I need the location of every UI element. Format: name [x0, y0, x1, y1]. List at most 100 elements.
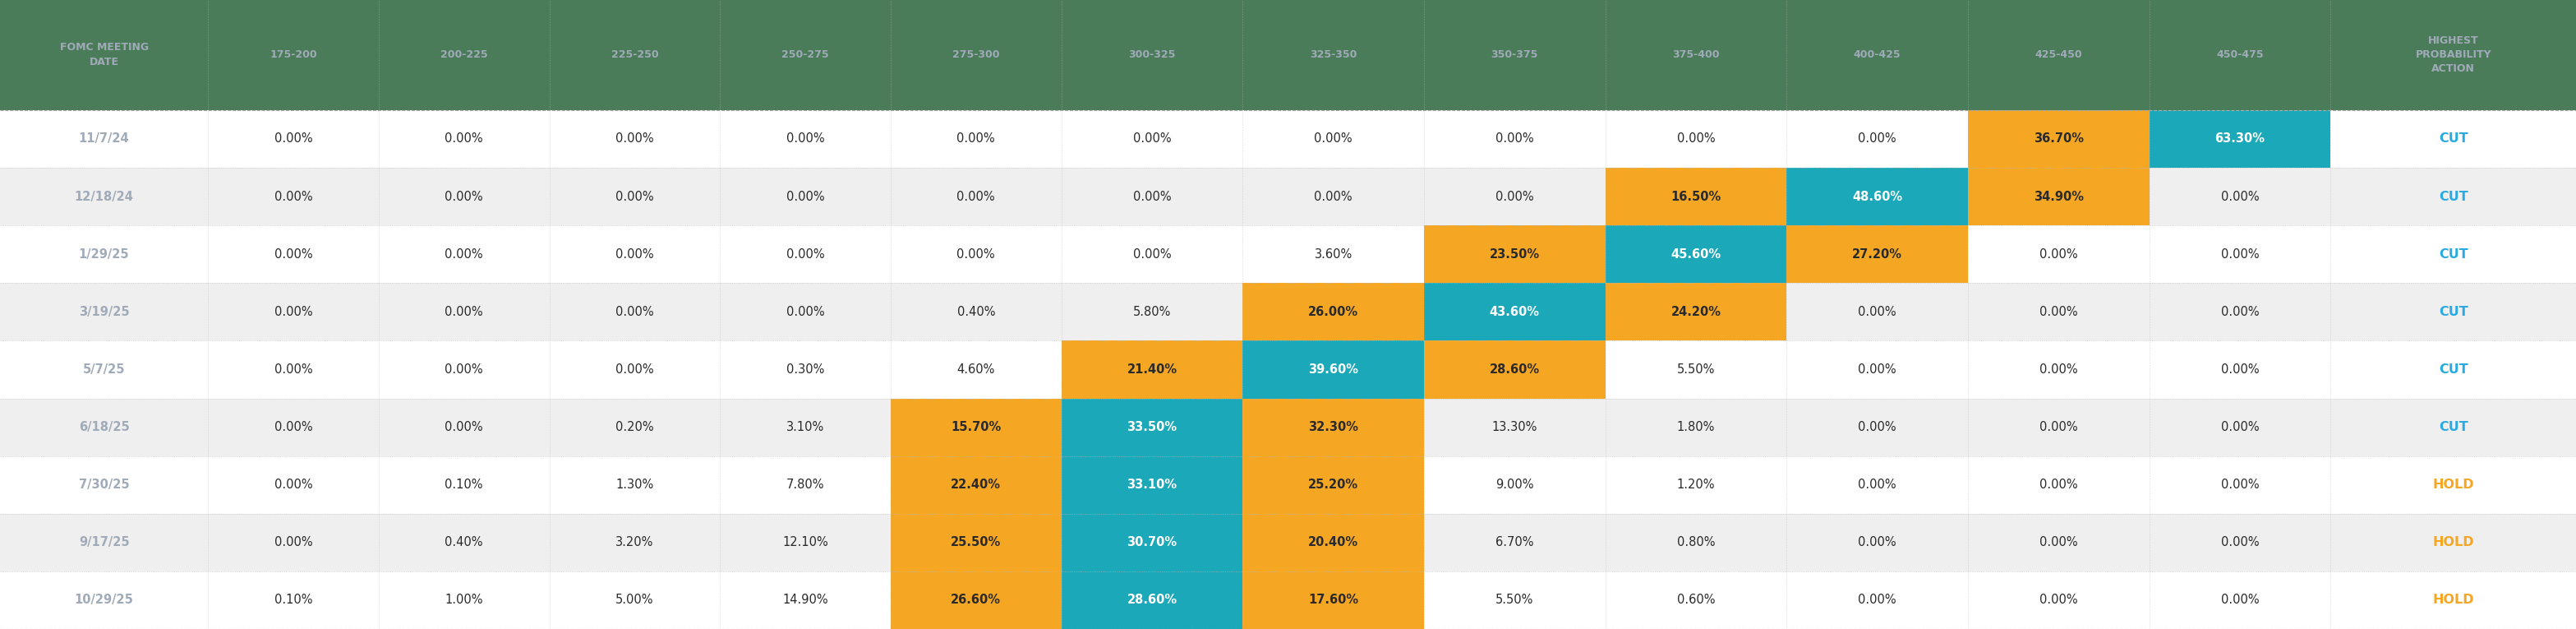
Text: 24.20%: 24.20% — [1672, 306, 1721, 318]
Text: 36.70%: 36.70% — [2032, 133, 2084, 145]
Text: CUT: CUT — [2439, 364, 2468, 376]
Text: 0.00%: 0.00% — [2040, 248, 2079, 260]
Text: 0.00%: 0.00% — [1677, 133, 1716, 145]
Text: HOLD: HOLD — [2432, 479, 2473, 491]
Text: HOLD: HOLD — [2432, 594, 2473, 606]
Text: 32.30%: 32.30% — [1309, 421, 1358, 433]
Text: 6.70%: 6.70% — [1497, 537, 1533, 548]
Text: 0.00%: 0.00% — [1133, 191, 1172, 203]
Text: 0.60%: 0.60% — [1677, 594, 1716, 606]
Text: 3.10%: 3.10% — [786, 421, 824, 433]
Text: 400-425: 400-425 — [1855, 50, 1901, 60]
Text: 0.30%: 0.30% — [786, 364, 824, 376]
Text: 450-475: 450-475 — [2215, 50, 2264, 60]
Text: 23.50%: 23.50% — [1489, 248, 1540, 260]
Text: 0.00%: 0.00% — [2040, 594, 2079, 606]
Text: 0.00%: 0.00% — [273, 537, 312, 548]
Text: 0.00%: 0.00% — [2221, 479, 2259, 491]
Text: 0.00%: 0.00% — [956, 133, 994, 145]
Bar — [1242, 571, 1425, 629]
Bar — [1242, 341, 1425, 398]
Text: 0.00%: 0.00% — [273, 421, 312, 433]
Text: 5.00%: 5.00% — [616, 594, 654, 606]
Text: 200-225: 200-225 — [440, 50, 487, 60]
Text: 0.00%: 0.00% — [1133, 248, 1172, 260]
Text: 0.00%: 0.00% — [2040, 537, 2079, 548]
Text: 21.40%: 21.40% — [1126, 364, 1177, 376]
Text: HIGHEST
PROBABILITY
ACTION: HIGHEST PROBABILITY ACTION — [2416, 36, 2491, 74]
Text: 5.50%: 5.50% — [1497, 594, 1533, 606]
Text: 12/18/24: 12/18/24 — [75, 191, 134, 203]
Text: 27.20%: 27.20% — [1852, 248, 1904, 260]
Bar — [1061, 571, 1242, 629]
Bar — [1061, 398, 1242, 456]
Text: 20.40%: 20.40% — [1309, 537, 1358, 548]
Text: 0.00%: 0.00% — [616, 191, 654, 203]
Bar — [1242, 398, 1425, 456]
Text: 0.00%: 0.00% — [1857, 421, 1896, 433]
Text: 11/7/24: 11/7/24 — [80, 133, 129, 145]
Text: 3.20%: 3.20% — [616, 537, 654, 548]
Text: 0.00%: 0.00% — [1857, 133, 1896, 145]
Bar — [1605, 283, 1788, 341]
Text: 13.30%: 13.30% — [1492, 421, 1538, 433]
Text: 0.00%: 0.00% — [786, 306, 824, 318]
Bar — [1788, 168, 1968, 225]
Text: 3.60%: 3.60% — [1314, 248, 1352, 260]
Text: 43.60%: 43.60% — [1489, 306, 1540, 318]
Text: 0.00%: 0.00% — [2040, 479, 2079, 491]
Text: 0.40%: 0.40% — [956, 306, 994, 318]
Text: 325-350: 325-350 — [1309, 50, 1358, 60]
Text: 250-275: 250-275 — [781, 50, 829, 60]
Text: 0.00%: 0.00% — [2221, 537, 2259, 548]
Text: 0.00%: 0.00% — [2040, 421, 2079, 433]
Text: 0.10%: 0.10% — [446, 479, 484, 491]
Text: 0.00%: 0.00% — [273, 133, 312, 145]
Text: 425-450: 425-450 — [2035, 50, 2081, 60]
Text: 14.90%: 14.90% — [783, 594, 829, 606]
Text: 0.00%: 0.00% — [273, 479, 312, 491]
Text: 26.60%: 26.60% — [951, 594, 1002, 606]
Bar — [0, 456, 2576, 514]
Text: 0.00%: 0.00% — [2221, 594, 2259, 606]
Bar — [0, 283, 2576, 341]
Bar — [1242, 456, 1425, 514]
Bar — [891, 398, 1061, 456]
Bar — [1968, 168, 2148, 225]
Text: 0.00%: 0.00% — [2221, 191, 2259, 203]
Text: CUT: CUT — [2439, 248, 2468, 260]
Text: 12.10%: 12.10% — [783, 537, 829, 548]
Bar — [1061, 341, 1242, 398]
Text: 0.00%: 0.00% — [1314, 133, 1352, 145]
Text: 0.00%: 0.00% — [616, 133, 654, 145]
Text: 0.00%: 0.00% — [786, 133, 824, 145]
Bar — [0, 398, 2576, 456]
Bar — [1061, 456, 1242, 514]
Text: 0.00%: 0.00% — [2221, 248, 2259, 260]
Text: CUT: CUT — [2439, 306, 2468, 318]
Bar — [1605, 168, 1788, 225]
Text: 0.00%: 0.00% — [956, 248, 994, 260]
Text: 1.20%: 1.20% — [1677, 479, 1716, 491]
Text: 0.00%: 0.00% — [2221, 421, 2259, 433]
Bar — [0, 225, 2576, 283]
Bar — [0, 110, 2576, 168]
Text: 0.00%: 0.00% — [446, 306, 484, 318]
Text: 300-325: 300-325 — [1128, 50, 1175, 60]
Text: 0.00%: 0.00% — [446, 133, 484, 145]
Text: 0.00%: 0.00% — [2221, 306, 2259, 318]
Text: 45.60%: 45.60% — [1672, 248, 1721, 260]
Bar — [1242, 514, 1425, 571]
Text: 25.50%: 25.50% — [951, 537, 1002, 548]
Text: 30.70%: 30.70% — [1126, 537, 1177, 548]
Text: 28.60%: 28.60% — [1126, 594, 1177, 606]
Text: 22.40%: 22.40% — [951, 479, 1002, 491]
Text: 0.80%: 0.80% — [1677, 537, 1716, 548]
Text: 1.30%: 1.30% — [616, 479, 654, 491]
Bar — [1242, 283, 1425, 341]
Bar — [891, 514, 1061, 571]
Text: 0.00%: 0.00% — [1497, 191, 1533, 203]
Text: FOMC MEETING
DATE: FOMC MEETING DATE — [59, 42, 149, 68]
Bar — [0, 514, 2576, 571]
Text: 0.00%: 0.00% — [2040, 364, 2079, 376]
